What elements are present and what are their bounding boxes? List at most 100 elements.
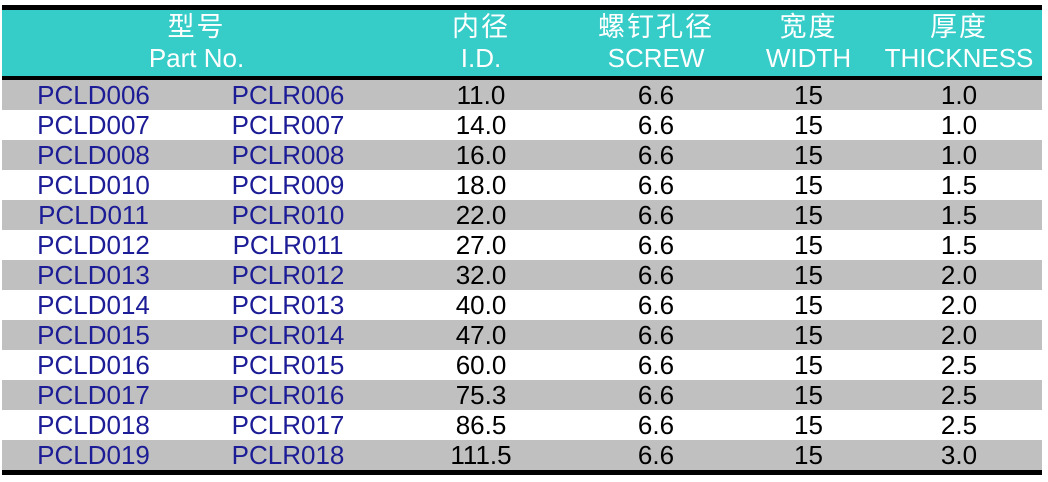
cell-id: 75.3: [391, 380, 571, 410]
table-row: PCLD008 PCLR008 16.0 6.6 15 1.0: [2, 140, 1042, 170]
table-row: PCLD013 PCLR012 32.0 6.6 15 2.0: [2, 260, 1042, 290]
table-row: PCLD019 PCLR018 111.5 6.6 15 3.0: [2, 440, 1042, 473]
col-header-width-zh: 宽度: [779, 12, 838, 43]
cell-part-no-pclr: PCLR018: [185, 440, 391, 473]
cell-width: 15: [741, 380, 876, 410]
cell-thickness: 1.5: [876, 200, 1042, 230]
table-body: PCLD006 PCLR006 11.0 6.6 15 1.0 PCLD007 PCLR007…: [2, 78, 1042, 473]
cell-thickness: 1.5: [876, 230, 1042, 260]
cell-screw: 6.6: [571, 260, 741, 290]
cell-thickness: 1.0: [876, 110, 1042, 140]
col-header-id: 内径 I.D.: [391, 7, 571, 80]
cell-width: 15: [741, 230, 876, 260]
table-row: PCLD012 PCLR011 27.0 6.6 15 1.5: [2, 230, 1042, 260]
table-row: PCLD011 PCLR010 22.0 6.6 15 1.5: [2, 200, 1042, 230]
cell-screw: 6.6: [571, 170, 741, 200]
cell-part-no-pclr: PCLR014: [185, 320, 391, 350]
cell-width: 15: [741, 440, 876, 473]
cell-id: 14.0: [391, 110, 571, 140]
cell-screw: 6.6: [571, 350, 741, 380]
cell-part-no-pcld: PCLD012: [2, 230, 185, 260]
cell-screw: 6.6: [571, 440, 741, 473]
col-header-part-no-zh: 型号: [167, 12, 226, 43]
cell-screw: 6.6: [571, 230, 741, 260]
cell-part-no-pclr: PCLR010: [185, 200, 391, 230]
cell-id: 11.0: [391, 78, 571, 110]
cell-part-no-pcld: PCLD014: [2, 290, 185, 320]
cell-width: 15: [741, 78, 876, 110]
cell-screw: 6.6: [571, 320, 741, 350]
cell-part-no-pclr: PCLR006: [185, 78, 391, 110]
cell-part-no-pcld: PCLD007: [2, 110, 185, 140]
cell-part-no-pcld: PCLD006: [2, 78, 185, 110]
cell-thickness: 1.5: [876, 170, 1042, 200]
cell-thickness: 2.0: [876, 290, 1042, 320]
spec-table-container: 型号 Part No. 内径 I.D. 螺钉孔径 SCREW 宽度 WIDTH: [2, 5, 1042, 475]
col-header-id-en: I.D.: [460, 43, 502, 73]
cell-screw: 6.6: [571, 410, 741, 440]
cell-part-no-pcld: PCLD018: [2, 410, 185, 440]
cell-width: 15: [741, 110, 876, 140]
cell-part-no-pclr: PCLR009: [185, 170, 391, 200]
table-row: PCLD017 PCLR016 75.3 6.6 15 2.5: [2, 380, 1042, 410]
cell-id: 32.0: [391, 260, 571, 290]
cell-part-no-pclr: PCLR016: [185, 380, 391, 410]
col-header-thickness: 厚度 THICKNESS: [876, 7, 1042, 80]
col-header-part-no-en: Part No.: [148, 43, 245, 73]
cell-thickness: 1.0: [876, 140, 1042, 170]
cell-screw: 6.6: [571, 140, 741, 170]
cell-screw: 6.6: [571, 200, 741, 230]
cell-part-no-pclr: PCLR017: [185, 410, 391, 440]
cell-thickness: 2.0: [876, 260, 1042, 290]
cell-part-no-pclr: PCLR013: [185, 290, 391, 320]
col-header-part-no: 型号 Part No.: [2, 7, 391, 80]
cell-width: 15: [741, 410, 876, 440]
table-row: PCLD016 PCLR015 60.0 6.6 15 2.5: [2, 350, 1042, 380]
spec-table: 型号 Part No. 内径 I.D. 螺钉孔径 SCREW 宽度 WIDTH: [2, 5, 1042, 475]
cell-part-no-pcld: PCLD010: [2, 170, 185, 200]
cell-id: 60.0: [391, 350, 571, 380]
cell-part-no-pclr: PCLR011: [185, 230, 391, 260]
cell-id: 16.0: [391, 140, 571, 170]
col-header-thickness-zh: 厚度: [930, 12, 988, 43]
cell-part-no-pcld: PCLD019: [2, 440, 185, 473]
cell-id: 111.5: [391, 440, 571, 473]
cell-part-no-pcld: PCLD015: [2, 320, 185, 350]
cell-part-no-pclr: PCLR008: [185, 140, 391, 170]
cell-id: 22.0: [391, 200, 571, 230]
table-row: PCLD015 PCLR014 47.0 6.6 15 2.0: [2, 320, 1042, 350]
col-header-width: 宽度 WIDTH: [741, 7, 876, 80]
cell-width: 15: [741, 140, 876, 170]
cell-screw: 6.6: [571, 110, 741, 140]
cell-part-no-pclr: PCLR012: [185, 260, 391, 290]
cell-width: 15: [741, 290, 876, 320]
cell-screw: 6.6: [571, 78, 741, 110]
cell-part-no-pclr: PCLR007: [185, 110, 391, 140]
cell-part-no-pcld: PCLD017: [2, 380, 185, 410]
table-row: PCLD010 PCLR009 18.0 6.6 15 1.5: [2, 170, 1042, 200]
cell-id: 47.0: [391, 320, 571, 350]
cell-width: 15: [741, 170, 876, 200]
cell-id: 86.5: [391, 410, 571, 440]
table-row: PCLD018 PCLR017 86.5 6.6 15 2.5: [2, 410, 1042, 440]
cell-id: 27.0: [391, 230, 571, 260]
col-header-screw: 螺钉孔径 SCREW: [571, 7, 741, 80]
cell-thickness: 2.0: [876, 320, 1042, 350]
col-header-screw-zh: 螺钉孔径: [598, 12, 714, 43]
header-row: 型号 Part No. 内径 I.D. 螺钉孔径 SCREW 宽度 WIDTH: [2, 7, 1042, 80]
table-row: PCLD014 PCLR013 40.0 6.6 15 2.0: [2, 290, 1042, 320]
cell-width: 15: [741, 320, 876, 350]
table-row: PCLD006 PCLR006 11.0 6.6 15 1.0: [2, 78, 1042, 110]
col-header-thickness-en: THICKNESS: [884, 43, 1034, 73]
cell-part-no-pcld: PCLD011: [2, 200, 185, 230]
cell-part-no-pcld: PCLD016: [2, 350, 185, 380]
cell-part-no-pcld: PCLD008: [2, 140, 185, 170]
cell-id: 18.0: [391, 170, 571, 200]
table-row: PCLD007 PCLR007 14.0 6.6 15 1.0: [2, 110, 1042, 140]
cell-width: 15: [741, 260, 876, 290]
cell-width: 15: [741, 200, 876, 230]
col-header-width-en: WIDTH: [765, 43, 852, 73]
cell-width: 15: [741, 350, 876, 380]
col-header-screw-en: SCREW: [607, 43, 705, 73]
